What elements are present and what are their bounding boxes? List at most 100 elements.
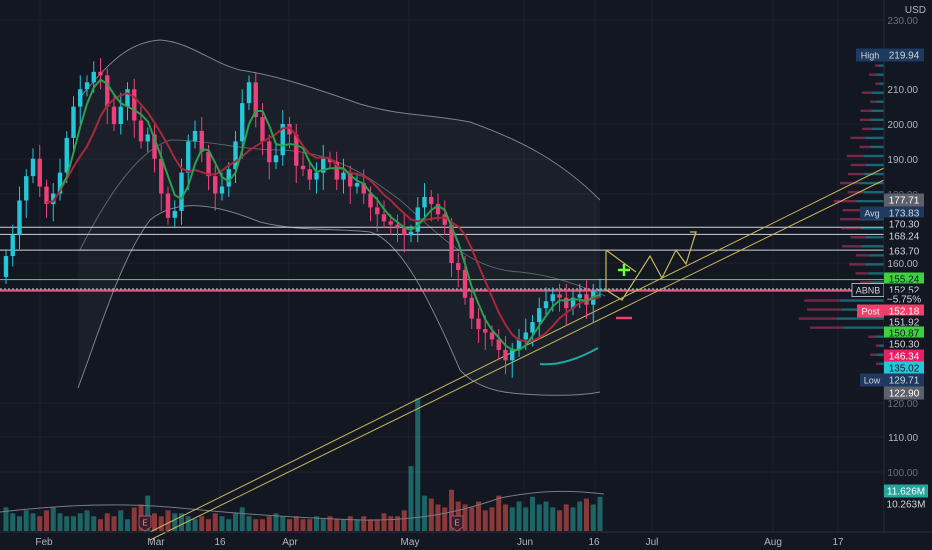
profile-bar-up — [860, 227, 884, 230]
band-upper — [77, 39, 601, 201]
volume-bar — [584, 498, 589, 531]
level-155-badge — [884, 272, 924, 286]
profile-bar-up — [876, 353, 884, 356]
level-135-badge-label: 135.02 — [889, 364, 920, 375]
earnings-marker[interactable] — [138, 515, 152, 532]
candle-body — [3, 256, 9, 277]
profile-bar-down — [868, 335, 876, 338]
candle-body — [597, 289, 603, 291]
post-badge-label: 152.18 — [889, 307, 920, 318]
profile-bar-down — [850, 163, 866, 167]
profile-bar-down — [860, 281, 871, 284]
time-tick-label: Mar — [147, 537, 165, 548]
low-tag-label: Low — [864, 376, 881, 386]
volume-bar — [570, 507, 576, 531]
price-tick-label: 160.00 — [887, 259, 918, 270]
profile-bar-down — [860, 109, 872, 112]
candle-body — [564, 297, 569, 309]
profile-bar-up — [879, 344, 884, 347]
level-146-badge — [884, 349, 924, 363]
volume-bar — [314, 516, 319, 531]
profile-bar-up — [879, 362, 884, 365]
ma-fast — [59, 78, 601, 351]
profile-bar-down — [806, 308, 842, 311]
profile-bar-down — [842, 208, 862, 212]
candle-body — [375, 207, 380, 215]
profile-bar-down — [861, 91, 872, 94]
projection-path[interactable] — [605, 231, 697, 301]
volume-bar — [577, 501, 583, 531]
price-tick-label: 230.00 — [887, 16, 918, 27]
candle-body — [388, 221, 393, 225]
candle-body — [118, 106, 123, 124]
profile-bar-up — [843, 326, 884, 329]
candle-body — [314, 172, 319, 180]
candlesticks — [3, 57, 603, 378]
candle-body — [192, 130, 198, 142]
change-badge-label: −5.75% — [887, 295, 921, 306]
trendline-lower[interactable] — [149, 179, 885, 541]
candle-body — [165, 193, 171, 218]
profile-bar-down — [855, 272, 869, 275]
candle-body — [354, 183, 360, 187]
candle-body — [307, 169, 312, 180]
level-177-badge-label: 177.71 — [889, 196, 920, 207]
profile-bar-up — [864, 172, 884, 176]
candle-body — [78, 89, 83, 107]
candle-body — [287, 124, 292, 135]
candle-body — [422, 196, 427, 208]
profile-bar-down — [870, 100, 877, 103]
earnings-marker[interactable] — [450, 515, 464, 532]
level-150b-badge — [884, 326, 924, 340]
volume-bar — [287, 519, 292, 531]
volume-bar — [341, 519, 346, 531]
profile-bar-down — [862, 127, 872, 131]
volume-bar — [111, 516, 117, 531]
candle-body — [260, 117, 265, 142]
profile-bar-up — [864, 190, 884, 194]
candle-body — [584, 294, 589, 305]
avg-tag-label: Avg — [864, 209, 879, 219]
volume-bar — [246, 516, 252, 531]
volume-bar — [563, 504, 569, 531]
candle-body — [516, 339, 522, 350]
post-tag-label: Post — [861, 307, 880, 317]
candle-body — [253, 82, 258, 118]
candle-body — [395, 224, 400, 229]
candle-body — [530, 322, 535, 333]
level-177-badge — [884, 193, 924, 207]
candle-body — [213, 176, 218, 194]
volume-bar — [388, 516, 394, 531]
time-axis[interactable]: Feb Mar 16 Apr May Jun 16 Jul Aug 17 — [35, 537, 844, 548]
candle-body — [233, 141, 238, 170]
volume-bar — [152, 513, 157, 531]
candle-body — [543, 301, 549, 309]
volume-badge-b-label: 10.263M — [887, 500, 926, 511]
profile-bar-down — [875, 82, 880, 85]
profile-bar-up — [840, 299, 884, 302]
volume-bar — [449, 489, 454, 531]
profile-bar-down — [855, 254, 869, 257]
volume-bar — [442, 507, 448, 531]
candle-body — [57, 172, 63, 194]
candle-body — [159, 158, 164, 194]
profile-bar-down — [870, 353, 877, 356]
candle-body — [402, 228, 407, 236]
profile-bar-up — [871, 109, 884, 112]
volume-bar — [523, 507, 529, 531]
profile-bar-down — [869, 73, 876, 76]
time-tick-label: Aug — [764, 537, 782, 548]
candle-body — [84, 82, 90, 90]
projection-drawing[interactable] — [605, 231, 697, 320]
candle-body — [280, 124, 285, 156]
volume-bar — [98, 519, 103, 531]
volume-bar — [590, 504, 596, 531]
level-170-badge-label: 170.30 — [889, 220, 920, 231]
volume-bar — [172, 513, 178, 531]
volume-bar — [280, 516, 286, 531]
volume-bar — [469, 507, 475, 531]
volume-bar — [71, 516, 76, 531]
volume-bar — [273, 513, 279, 531]
